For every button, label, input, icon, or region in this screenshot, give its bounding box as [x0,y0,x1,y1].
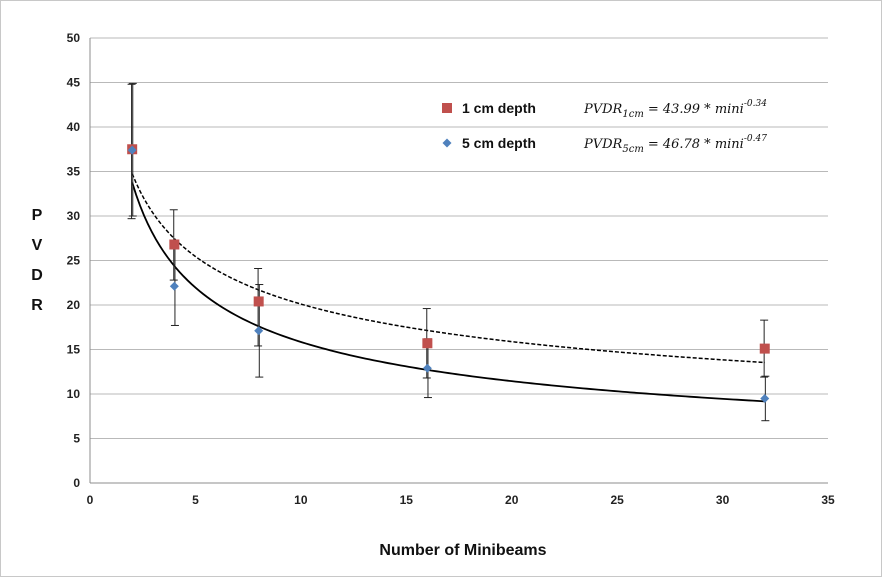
x-tick-label: 5 [192,493,199,507]
x-tick-label: 10 [294,493,308,507]
error-bars [127,82,770,422]
point-1cm-depth [253,296,264,307]
y-axis-title-letter: R [31,297,43,314]
axes [89,38,828,484]
fit-curve-series-2 [131,182,765,403]
point-5cm-depth [760,393,770,403]
x-tick-label: 15 [400,493,414,507]
equation-subscript: 1cm [622,109,643,120]
legend-label: 5 cm depth [462,135,536,151]
point-5cm-depth [169,281,179,291]
y-tick-label: 40 [67,120,81,134]
point-5cm-depth [127,145,137,155]
x-tick-labels: 0 5 10 15 20 25 30 35 [87,493,835,507]
y-axis-title-letter: D [31,267,43,284]
equation-rhs: = 46.78 * mini [648,137,744,152]
point-1cm-depth [759,343,770,354]
y-tick-label: 30 [67,209,81,223]
equation-exponent: -0.47 [744,134,767,144]
legend: 1 cm depth PVDR1cm = 43.99 * mini-0.345 cm… [442,99,767,155]
point-1cm-depth [169,239,180,250]
data-points [127,144,770,403]
legend-marker-5cm [442,138,452,148]
y-axis-title-letter: P [32,207,43,224]
y-axis-title-letter: V [32,237,43,254]
y-tick-label: 15 [67,343,81,357]
x-tick-label: 25 [610,493,624,507]
y-tick-label: 5 [73,432,80,446]
legend-label: 1 cm depth [462,100,536,116]
gridlines [90,37,828,439]
y-tick-label: 10 [67,387,81,401]
fit-equation: PVDR1cm = 43.99 * mini-0.34 [583,99,767,120]
x-tick-label: 35 [821,493,835,507]
y-tick-label: 25 [67,254,81,268]
equation-lhs: PVDR [583,137,623,152]
equation-rhs: = 43.99 * mini [648,102,744,117]
x-tick-label: 0 [87,493,94,507]
x-tick-label: 30 [716,493,730,507]
x-axis-title: Number of Minibeams [379,542,546,559]
point-5cm-depth [422,363,432,373]
equation-subscript: 5cm [622,144,643,155]
y-axis-title: PVDR [31,207,43,314]
fit-equation: PVDR5cm = 46.78 * mini-0.47 [583,134,767,155]
legend-marker-1cm [442,103,452,113]
y-tick-label: 45 [67,76,81,90]
equation-lhs: PVDR [583,102,623,117]
fit-curves [131,173,765,403]
equation-exponent: -0.34 [744,99,767,109]
point-1cm-depth [422,338,433,349]
x-tick-label: 20 [505,493,519,507]
y-tick-label: 0 [73,476,80,490]
y-tick-label: 35 [67,165,81,179]
fit-curve-series-1 [131,173,765,364]
y-tick-label: 20 [67,298,81,312]
y-tick-labels: 0 5 10 15 20 25 30 35 40 45 50 [67,31,81,490]
y-tick-label: 50 [67,31,81,45]
